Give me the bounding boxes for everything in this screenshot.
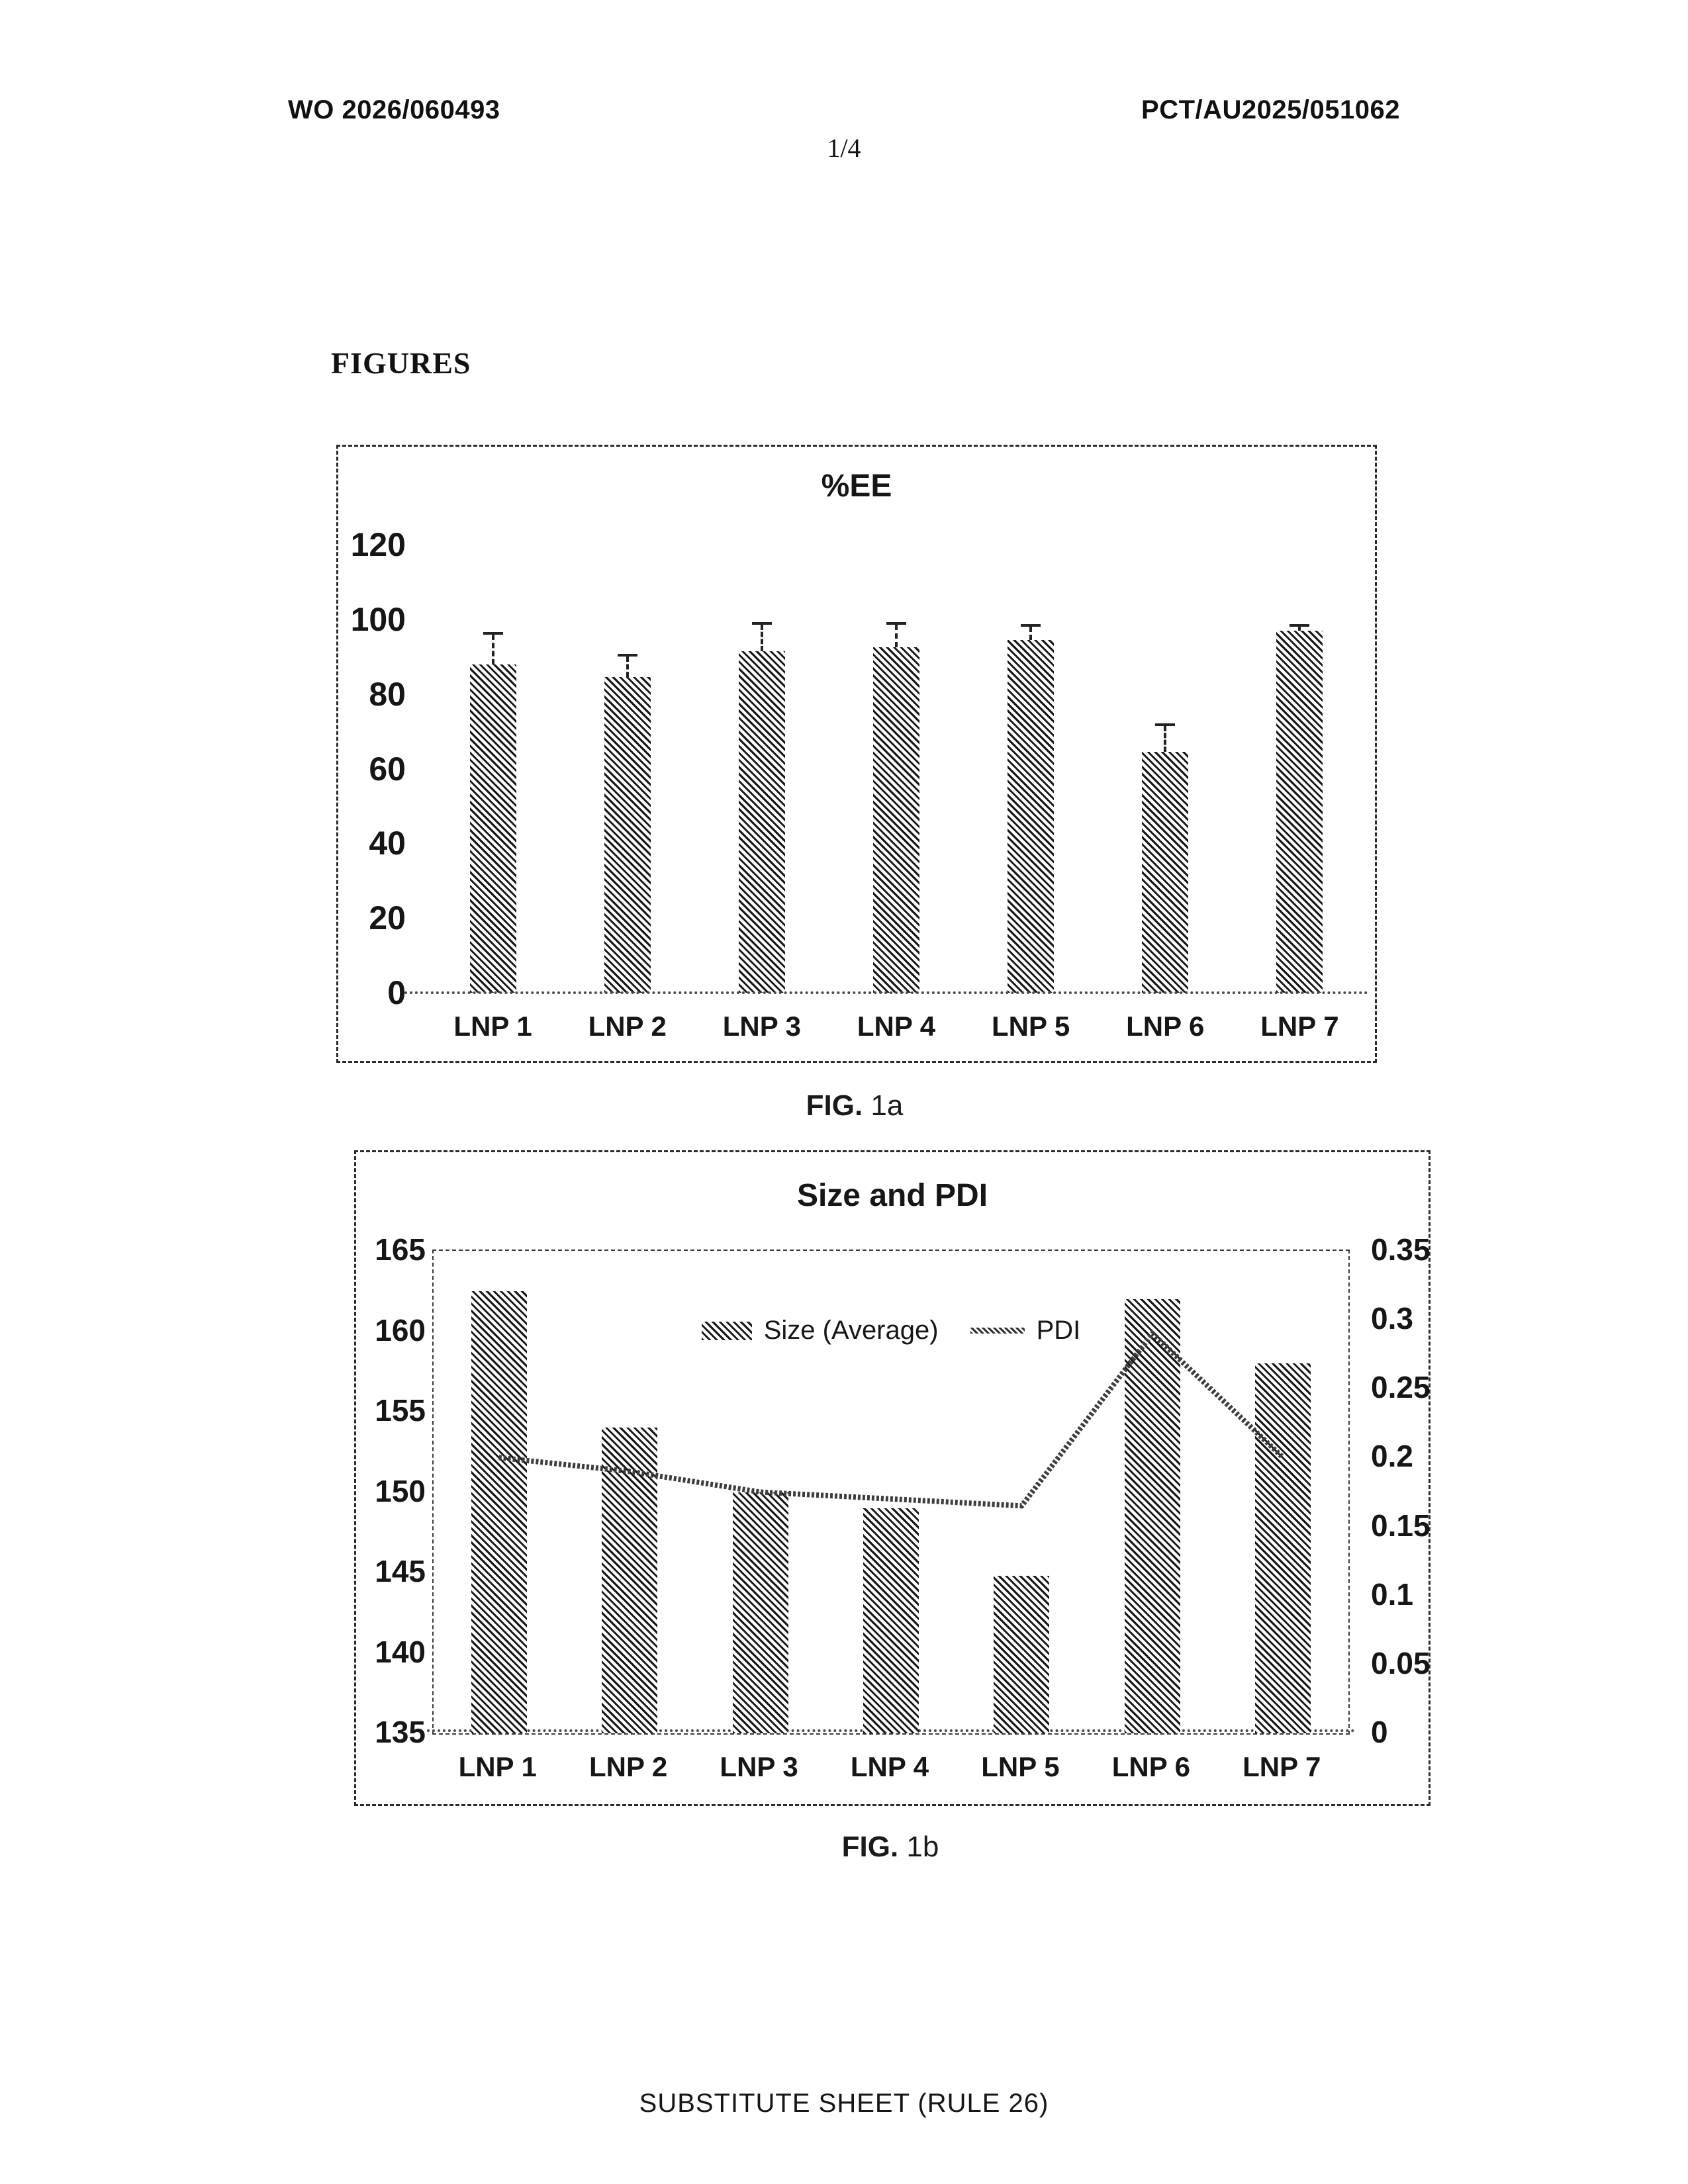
figure-1a-caption-prefix: FIG. — [806, 1089, 863, 1122]
size-bar-lnp-4 — [863, 1508, 919, 1733]
chart-size-pdi: Size and PDI Size (Average) PDI 165 160 15… — [354, 1150, 1430, 1806]
left-axis-tick-165: 165 — [375, 1232, 426, 1267]
bar-lnp-4 — [873, 647, 919, 993]
size-series-swatch-icon — [701, 1321, 752, 1340]
error-cap-lnp-7 — [1289, 624, 1310, 627]
x-axis-label-lnp-6: LNP 6 — [1126, 1011, 1205, 1042]
bar-lnp-3 — [738, 651, 785, 993]
error-bar-lnp-4 — [895, 625, 898, 648]
sheet-page-number: 1/4 — [827, 133, 861, 163]
size-bar-lnp-6 — [1124, 1298, 1180, 1733]
bar-lnp-1 — [469, 664, 516, 993]
figure-1a-caption-label: 1a — [870, 1089, 904, 1122]
pdi-series-line-icon — [970, 1328, 1025, 1334]
figures-heading: FIGURES — [331, 346, 471, 380]
right-axis-tick-0-3: 0.3 — [1371, 1301, 1413, 1336]
error-bar-lnp-2 — [626, 657, 629, 678]
x-axis-label-lnp-2: LNP 2 — [589, 1751, 668, 1782]
chart-ee-plot-area — [426, 447, 1367, 993]
substitute-sheet-note: SUBSTITUTE SHEET (RULE 26) — [639, 2089, 1049, 2118]
error-cap-lnp-5 — [1021, 624, 1041, 627]
right-axis-tick-0-25: 0.25 — [1371, 1370, 1430, 1405]
pdi-series-label: PDI — [1036, 1316, 1081, 1345]
chart-size-pdi-legend: Size (Average) PDI — [434, 1316, 1348, 1345]
bar-lnp-7 — [1276, 630, 1323, 993]
y-axis-tick-60: 60 — [369, 750, 406, 788]
size-bar-lnp-3 — [732, 1492, 788, 1733]
pdi-line-layer — [498, 1330, 1286, 1509]
x-axis-label-lnp-1: LNP 1 — [453, 1011, 532, 1042]
error-cap-lnp-2 — [617, 654, 637, 657]
y-axis-tick-120: 120 — [350, 526, 406, 564]
right-axis-tick-0-2: 0.2 — [1371, 1439, 1413, 1474]
x-axis-label-lnp-7: LNP 7 — [1243, 1751, 1321, 1782]
right-axis-tick-0: 0 — [1371, 1715, 1388, 1749]
x-axis-label-lnp-4: LNP 4 — [850, 1751, 929, 1782]
chart-size-pdi-title: Size and PDI — [796, 1178, 988, 1213]
error-cap-lnp-4 — [886, 622, 906, 625]
error-bar-lnp-7 — [1298, 627, 1301, 631]
bar-lnp-2 — [604, 677, 651, 993]
error-cap-lnp-1 — [483, 631, 503, 635]
error-bar-lnp-6 — [1164, 725, 1167, 752]
x-axis-label-lnp-6: LNP 6 — [1111, 1751, 1190, 1782]
chart-size-pdi-plot-area: Size (Average) PDI — [427, 1250, 1355, 1735]
bar-lnp-6 — [1142, 752, 1189, 993]
error-bar-lnp-3 — [760, 625, 763, 651]
left-axis-tick-145: 145 — [375, 1554, 426, 1588]
pdi-line — [498, 1330, 1286, 1509]
y-axis-tick-100: 100 — [350, 601, 406, 638]
chart-ee-baseline — [404, 991, 1368, 994]
figure-1a-caption: FIG. 1a — [336, 1089, 1373, 1122]
figure-1b-caption-label: 1b — [906, 1831, 939, 1863]
error-bar-lnp-1 — [491, 634, 494, 664]
left-axis-tick-155: 155 — [375, 1393, 426, 1428]
chart-ee-title: %EE — [821, 469, 892, 504]
x-axis-label-lnp-7: LNP 7 — [1260, 1011, 1339, 1042]
y-axis-tick-20: 20 — [369, 899, 406, 937]
x-axis-label-lnp-4: LNP 4 — [857, 1011, 936, 1042]
y-axis-tick-40: 40 — [369, 825, 406, 862]
left-axis-tick-160: 160 — [375, 1312, 426, 1347]
x-axis-label-lnp-2: LNP 2 — [588, 1011, 667, 1042]
left-axis-tick-140: 140 — [375, 1634, 426, 1669]
right-axis-tick-0-05: 0.05 — [1371, 1645, 1430, 1680]
size-bar-lnp-1 — [471, 1291, 527, 1733]
x-axis-label-lnp-5: LNP 5 — [981, 1751, 1060, 1782]
left-axis-tick-135: 135 — [375, 1715, 426, 1749]
x-axis-label-lnp-5: LNP 5 — [992, 1011, 1070, 1042]
error-bar-lnp-5 — [1029, 627, 1033, 641]
publication-number: WO 2026/060493 — [288, 95, 500, 124]
right-axis-tick-0-35: 0.35 — [1371, 1232, 1430, 1267]
right-axis-tick-0-15: 0.15 — [1371, 1508, 1430, 1543]
error-cap-lnp-6 — [1155, 723, 1176, 726]
right-axis-tick-0-1: 0.1 — [1371, 1576, 1413, 1612]
x-axis-label-lnp-3: LNP 3 — [720, 1751, 798, 1782]
chart-ee: %EE 0 20 40 60 80 100 120 LNP 1 LNP 2 LNP 3 LNP 4 L… — [336, 445, 1377, 1063]
x-axis-label-lnp-3: LNP 3 — [722, 1011, 801, 1042]
size-bar-lnp-2 — [602, 1428, 658, 1733]
x-axis-label-lnp-1: LNP 1 — [458, 1751, 537, 1782]
error-cap-lnp-3 — [751, 622, 772, 625]
y-axis-tick-0: 0 — [387, 974, 406, 1011]
bar-lnp-5 — [1008, 640, 1055, 993]
left-axis-tick-150: 150 — [375, 1473, 426, 1508]
figure-1b-caption-prefix: FIG. — [841, 1831, 899, 1863]
y-axis-tick-80: 80 — [369, 675, 406, 713]
size-bar-lnp-5 — [994, 1575, 1050, 1733]
application-number: PCT/AU2025/051062 — [1141, 95, 1400, 124]
figure-1b-caption: FIG. 1b — [354, 1831, 1427, 1864]
size-bar-lnp-7 — [1255, 1363, 1311, 1733]
size-series-label: Size (Average) — [763, 1316, 939, 1345]
